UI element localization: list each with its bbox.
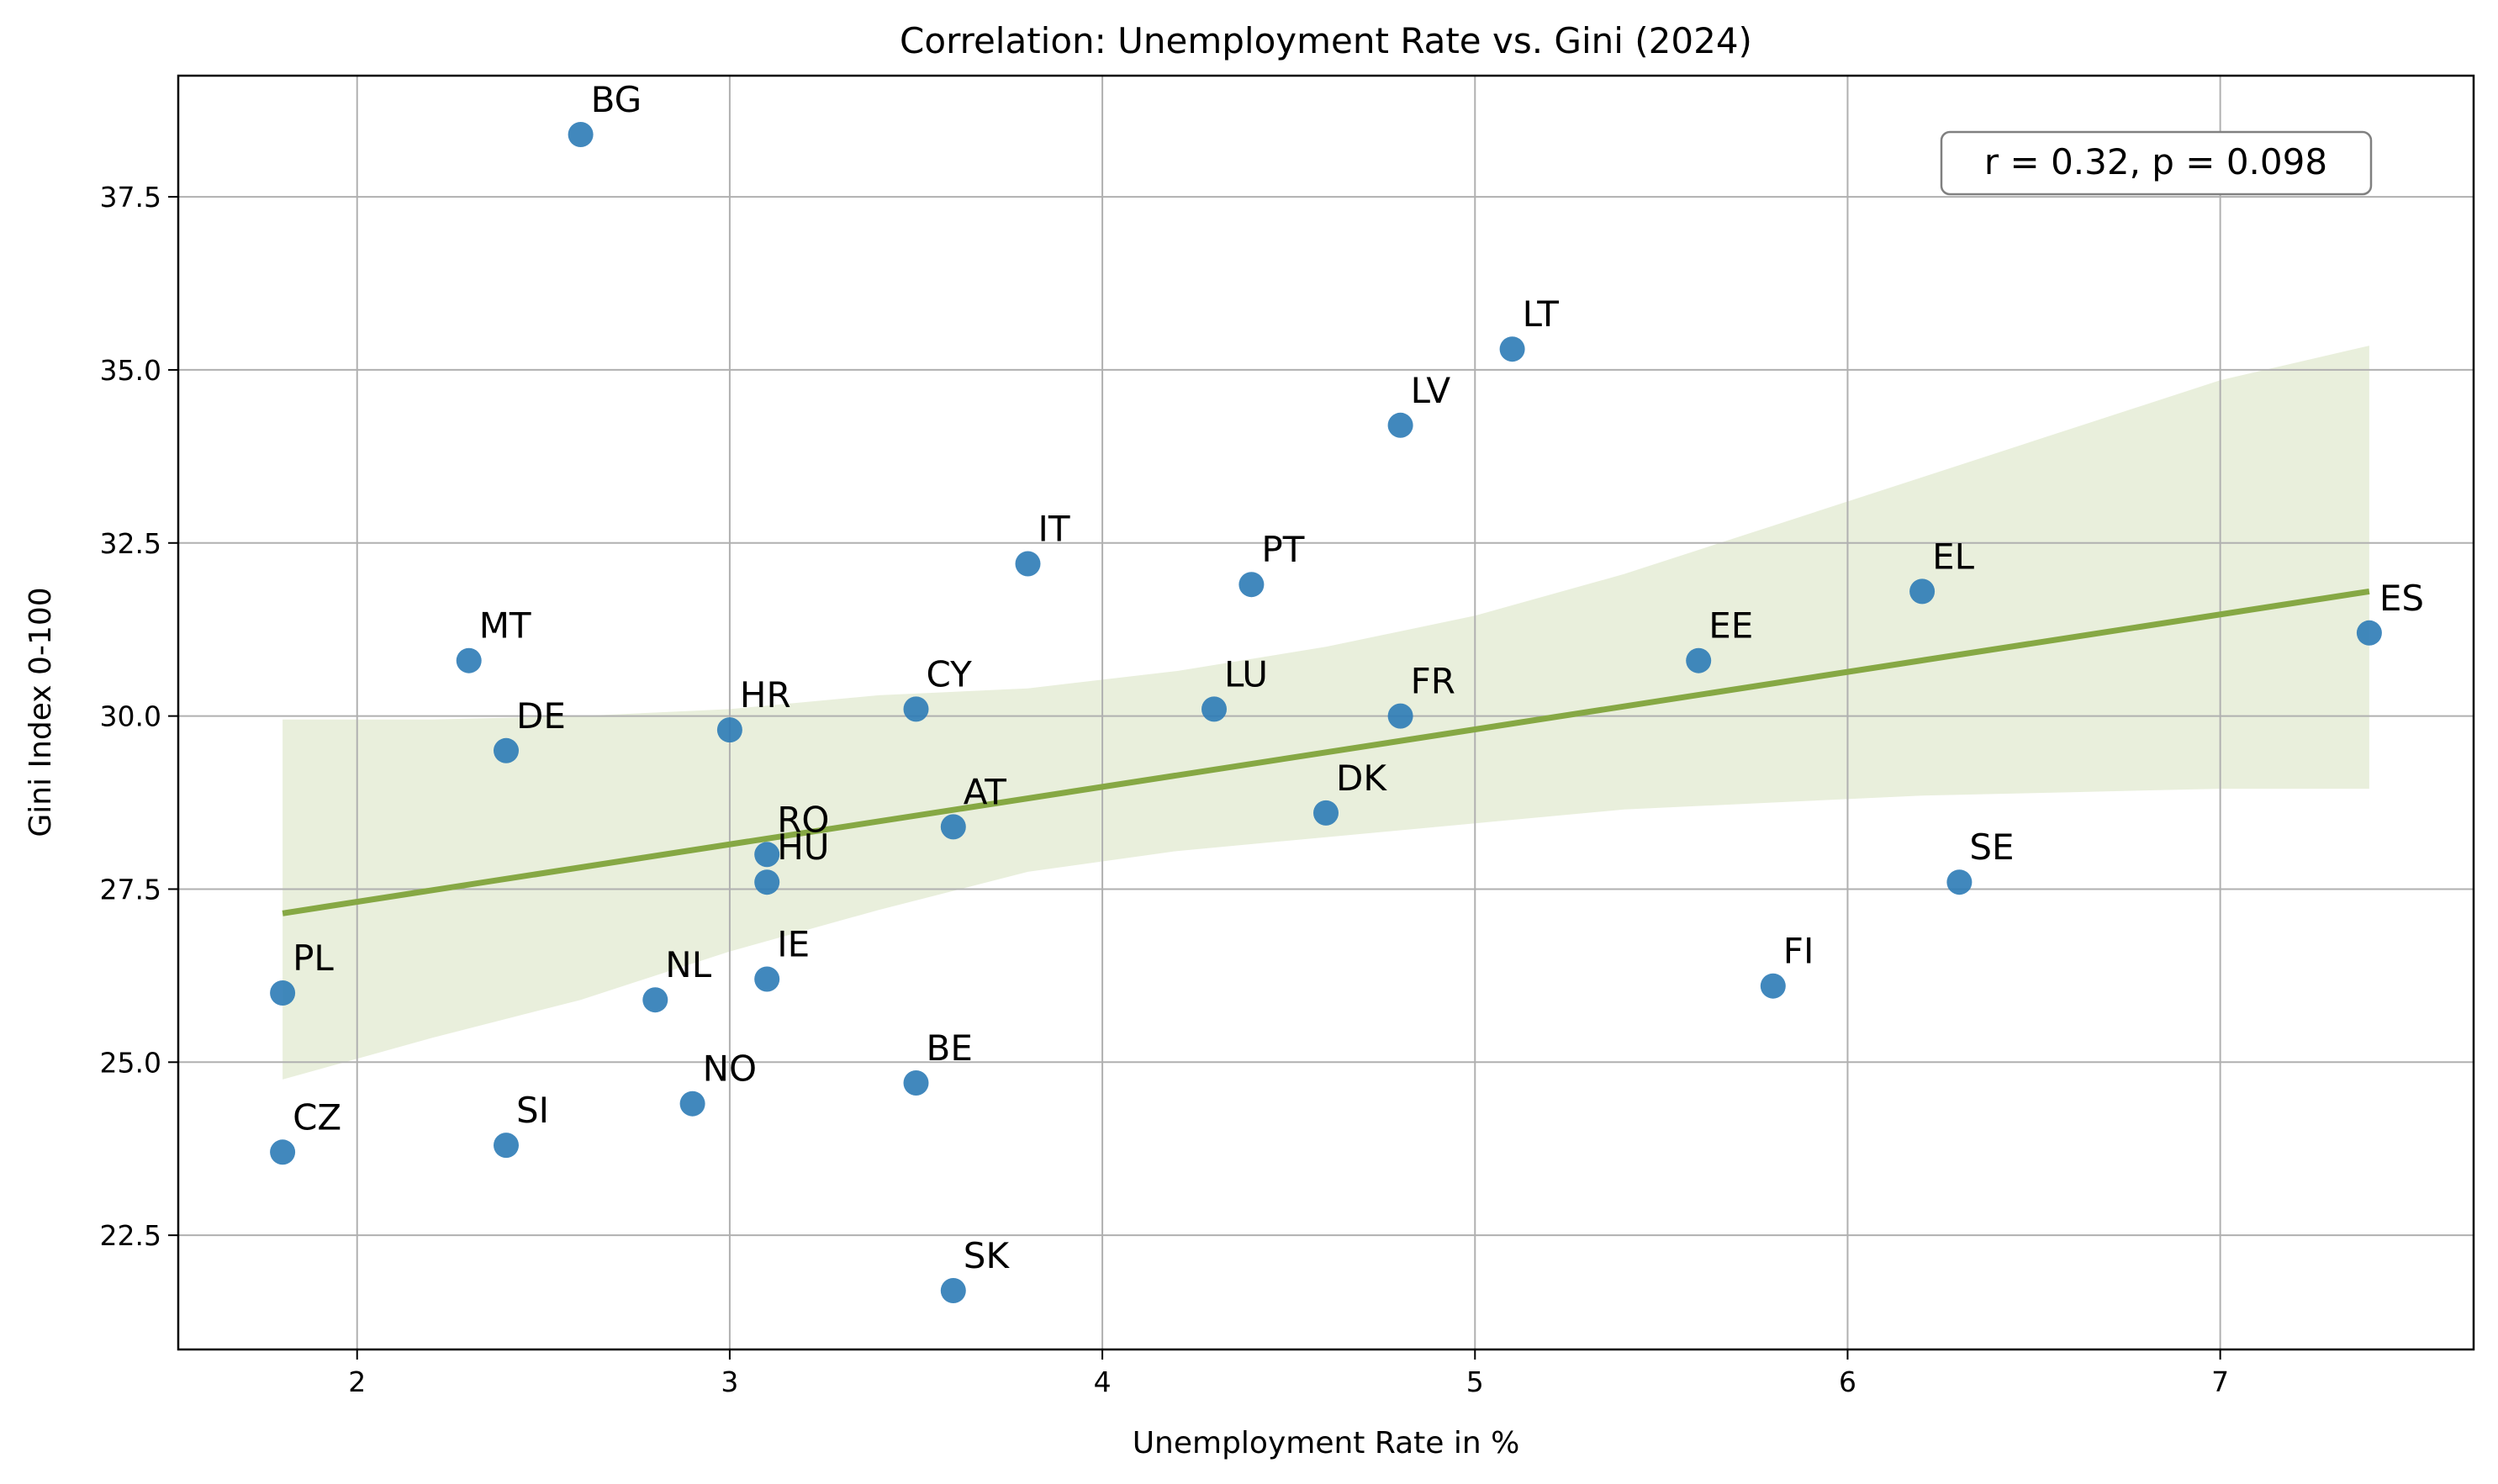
data-point-ro bbox=[754, 842, 780, 868]
point-label-pl: PL bbox=[293, 937, 334, 979]
data-point-mt bbox=[456, 647, 482, 673]
point-label-pt: PT bbox=[1261, 529, 1304, 570]
data-point-be bbox=[903, 1070, 929, 1096]
point-label-hu: HU bbox=[777, 826, 829, 868]
x-tick-label: 2 bbox=[348, 1365, 366, 1398]
point-label-se: SE bbox=[1969, 826, 2014, 868]
point-label-sk: SK bbox=[964, 1235, 1011, 1276]
y-tick-label: 35.0 bbox=[100, 354, 161, 387]
stat-annotation: r = 0.32, p = 0.098 bbox=[1984, 141, 2327, 182]
point-label-lu: LU bbox=[1224, 653, 1268, 694]
y-tick-label: 22.5 bbox=[100, 1219, 161, 1252]
data-point-fi bbox=[1760, 973, 1786, 999]
point-label-fi: FI bbox=[1783, 931, 1814, 972]
point-label-at: AT bbox=[964, 771, 1006, 812]
x-axis-label: Unemployment Rate in % bbox=[1133, 1426, 1520, 1460]
point-label-cy: CY bbox=[927, 653, 973, 694]
point-label-bg: BG bbox=[591, 79, 642, 120]
data-point-es bbox=[2356, 620, 2382, 646]
stat-annotation-frame bbox=[1940, 130, 2373, 196]
point-label-hr: HR bbox=[740, 674, 791, 716]
data-point-pt bbox=[1238, 572, 1265, 598]
y-tick-label: 30.0 bbox=[100, 700, 161, 733]
points-layer bbox=[270, 122, 2382, 1303]
data-point-ie bbox=[754, 966, 780, 992]
data-point-de bbox=[494, 737, 519, 763]
point-label-ee: EE bbox=[1708, 605, 1753, 647]
y-axis-label: Gini Index 0-100 bbox=[24, 587, 58, 837]
data-point-pl bbox=[270, 980, 296, 1006]
x-tick-label: 7 bbox=[2211, 1365, 2229, 1398]
point-label-lv: LV bbox=[1411, 370, 1451, 411]
chart-title: Correlation: Unemployment Rate vs. Gini … bbox=[900, 20, 1752, 61]
data-point-bg bbox=[568, 122, 594, 147]
point-label-mt: MT bbox=[479, 605, 531, 647]
data-point-lt bbox=[1499, 336, 1525, 362]
point-label-el: EL bbox=[1932, 536, 1975, 577]
point-label-nl: NL bbox=[665, 944, 711, 985]
point-label-ro: RO bbox=[777, 799, 829, 840]
x-tick-label: 5 bbox=[1466, 1365, 1484, 1398]
data-point-cy bbox=[903, 696, 929, 722]
regression-layer bbox=[282, 588, 2370, 916]
grid-layer bbox=[178, 76, 2474, 1349]
data-point-at bbox=[940, 814, 966, 840]
regression-line bbox=[282, 588, 2370, 916]
data-point-hr bbox=[716, 717, 742, 743]
point-label-dk: DK bbox=[1336, 758, 1387, 799]
point-label-fr: FR bbox=[1411, 661, 1455, 702]
data-point-no bbox=[679, 1091, 705, 1117]
plot-frame bbox=[177, 74, 2475, 1351]
y-tick-label: 27.5 bbox=[100, 873, 161, 906]
point-label-es: ES bbox=[2379, 578, 2424, 619]
point-label-it: IT bbox=[1038, 509, 1070, 550]
point-label-be: BE bbox=[927, 1027, 973, 1069]
ticks-layer: 2 3 4 5 6 7 22.5 25.0 27.5 30.0 32.5 35.0 37.5 bbox=[100, 181, 2230, 1398]
y-tick-label: 37.5 bbox=[100, 181, 161, 214]
data-point-fr bbox=[1387, 703, 1413, 729]
data-point-sk bbox=[940, 1278, 966, 1303]
y-tick-label: 32.5 bbox=[100, 527, 161, 560]
data-point-it bbox=[1015, 551, 1041, 577]
data-point-nl bbox=[642, 987, 668, 1013]
point-label-no: NO bbox=[703, 1048, 757, 1090]
stat-annotation-box: r = 0.32, p = 0.098 bbox=[1940, 130, 2373, 196]
x-tick-label: 3 bbox=[721, 1365, 738, 1398]
data-point-ee bbox=[1686, 647, 1712, 673]
point-label-cz: CZ bbox=[293, 1096, 341, 1138]
data-point-se bbox=[1946, 869, 1973, 895]
data-point-cz bbox=[270, 1139, 296, 1165]
data-point-dk bbox=[1313, 800, 1339, 826]
data-point-hu bbox=[754, 869, 780, 895]
y-tick-label: 25.0 bbox=[100, 1046, 161, 1079]
point-label-lt: LT bbox=[1523, 293, 1560, 335]
data-point-el bbox=[1909, 578, 1936, 605]
point-label-de: DE bbox=[516, 695, 566, 737]
data-point-lv bbox=[1387, 412, 1413, 438]
x-tick-label: 6 bbox=[1839, 1365, 1856, 1398]
data-point-lu bbox=[1201, 696, 1227, 722]
point-label-si: SI bbox=[516, 1090, 549, 1131]
x-tick-label: 4 bbox=[1094, 1365, 1112, 1398]
data-point-si bbox=[494, 1133, 519, 1159]
point-label-ie: IE bbox=[777, 924, 810, 965]
